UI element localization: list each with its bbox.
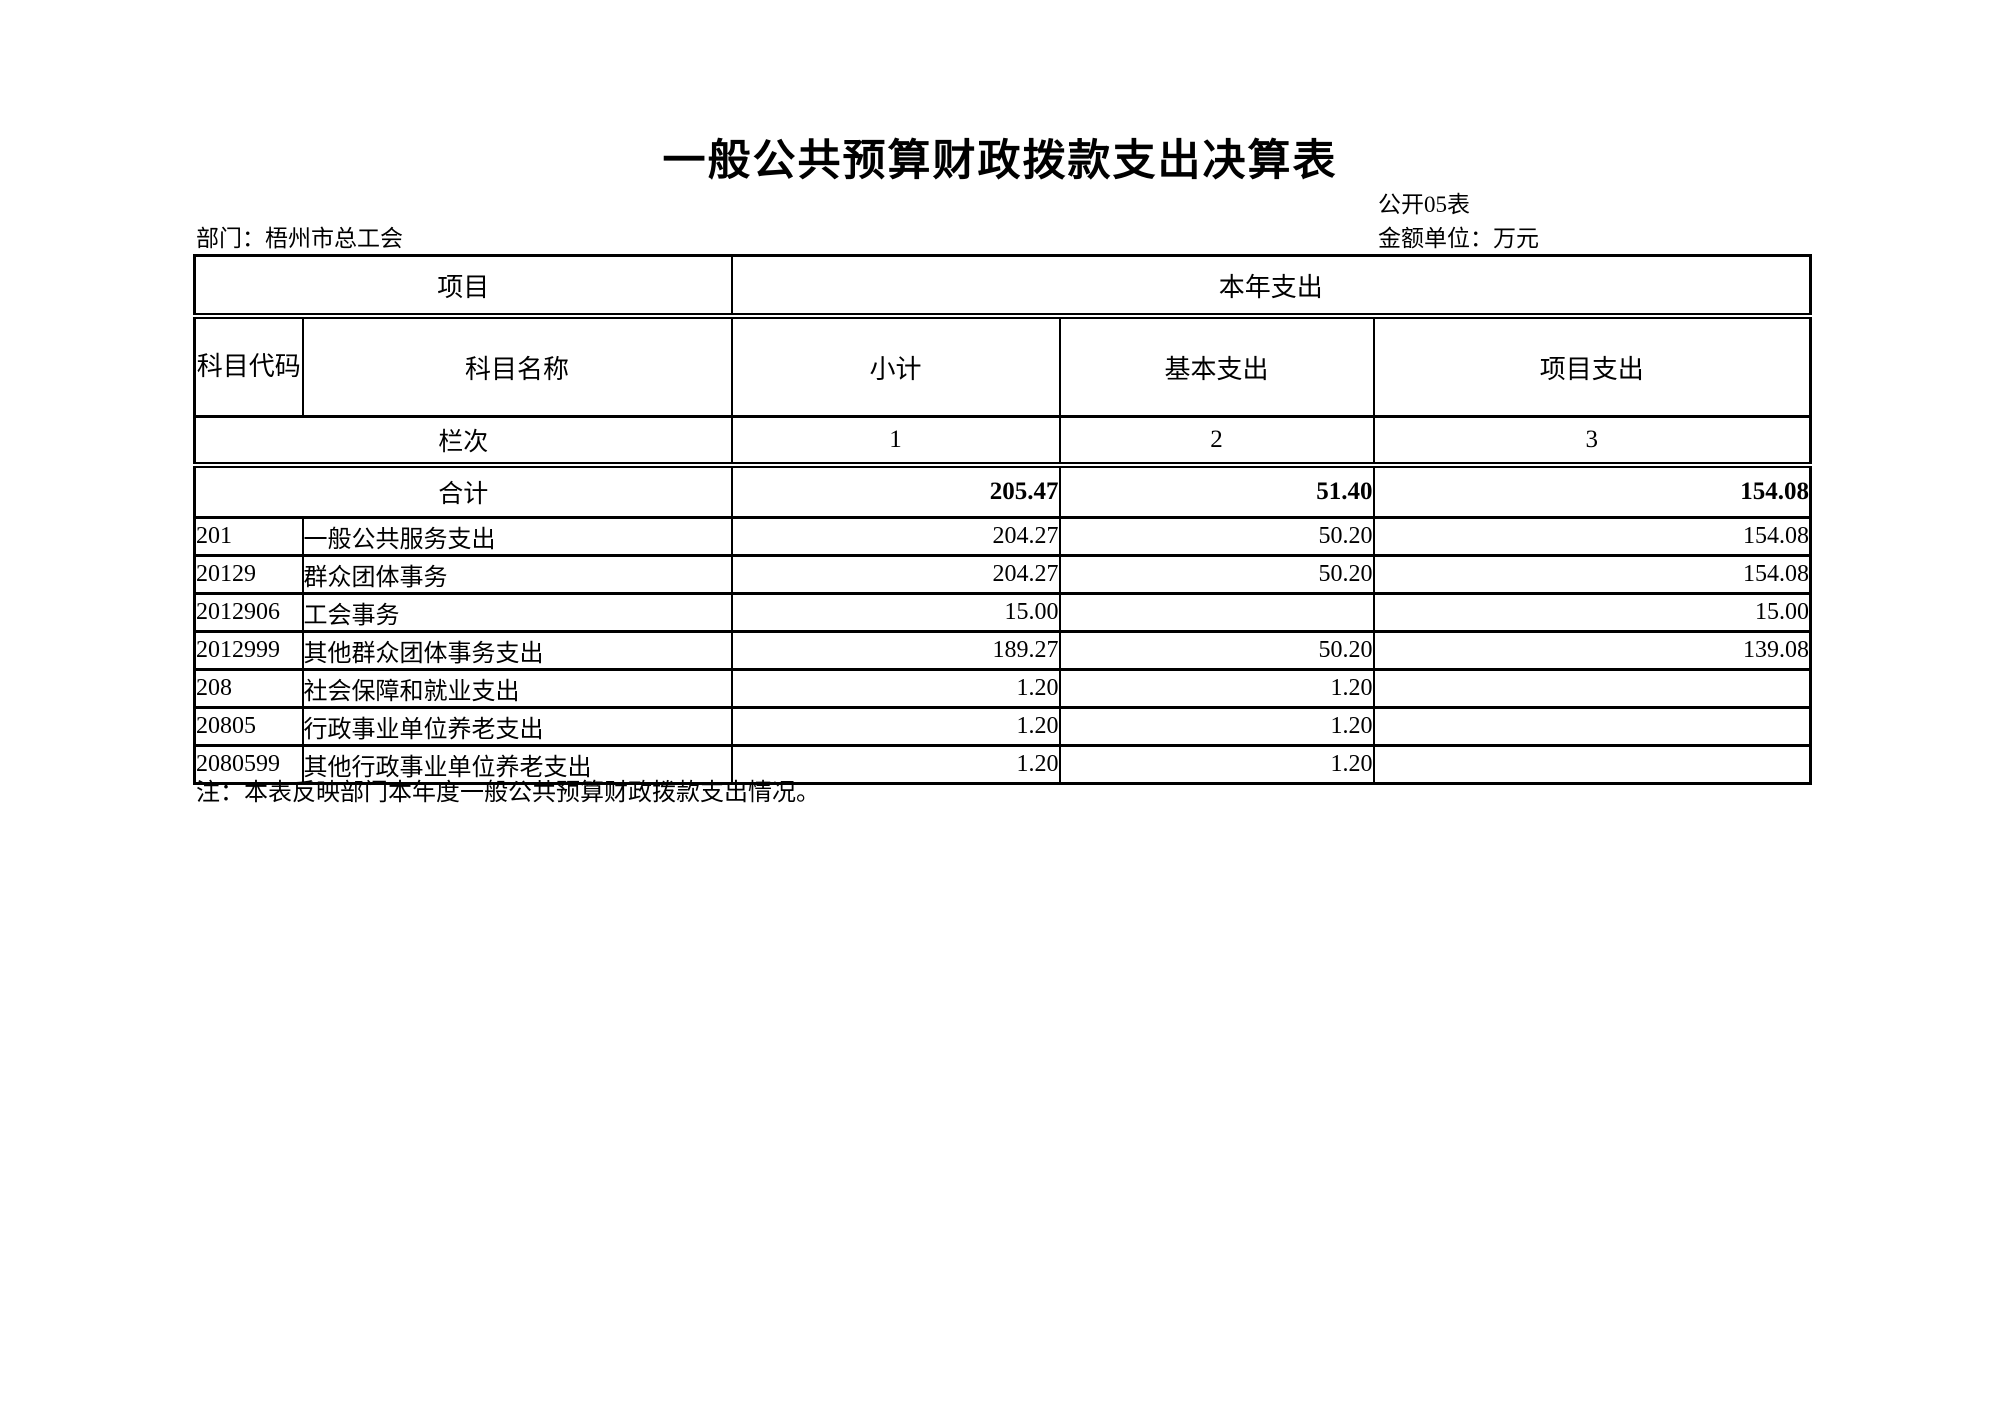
row-code: 2012906 xyxy=(193,592,304,633)
row-name: 其他群众团体事务支出 xyxy=(301,630,733,671)
header-row-columns: 科目代码 科目名称 小计 基本支出 项目支出 xyxy=(193,314,1812,418)
header-column-index-label: 栏次 xyxy=(193,415,733,468)
page-title: 一般公共预算财政拨款支出决算表 xyxy=(662,138,1338,185)
row-subtotal: 204.27 xyxy=(730,554,1061,595)
row-basic: 50.20 xyxy=(1058,630,1375,671)
row-subtotal: 1.20 xyxy=(730,668,1061,709)
row-project: 154.08 xyxy=(1372,516,1812,557)
row-code: 2080599 xyxy=(193,744,304,785)
column-index-3: 3 xyxy=(1372,415,1812,468)
row-name: 一般公共服务支出 xyxy=(301,516,733,557)
total-row: 合计 205.47 51.40 154.08 xyxy=(193,463,1812,519)
table-row: 2012906 工会事务 15.00 15.00 xyxy=(193,592,1812,633)
header-basic-expenditure: 基本支出 xyxy=(1058,314,1375,418)
row-subtotal: 189.27 xyxy=(730,630,1061,671)
row-project: 139.08 xyxy=(1372,630,1812,671)
row-subtotal: 1.20 xyxy=(730,744,1061,785)
header-subject-code: 科目代码 xyxy=(193,314,304,418)
header-project: 项目 xyxy=(193,254,733,319)
row-basic: 50.20 xyxy=(1058,554,1375,595)
row-subtotal: 1.20 xyxy=(730,706,1061,747)
total-project: 154.08 xyxy=(1372,463,1812,519)
unit-label: 金额单位：万元 xyxy=(1378,226,1539,251)
row-project: 154.08 xyxy=(1372,554,1812,595)
column-index-1: 1 xyxy=(730,415,1061,468)
row-name: 其他行政事业单位养老支出 xyxy=(301,744,733,785)
table-code-label: 公开05表 xyxy=(1378,192,1470,217)
table-row: 2012999 其他群众团体事务支出 189.27 50.20 139.08 xyxy=(193,630,1812,671)
row-project xyxy=(1372,744,1812,785)
header-subtotal: 小计 xyxy=(730,314,1061,418)
row-project xyxy=(1372,706,1812,747)
row-code: 20805 xyxy=(193,706,304,747)
note-text: 注：本表反映部门本年度一般公共预算财政拨款支出情况。 xyxy=(196,780,820,806)
row-code: 20129 xyxy=(193,554,304,595)
row-name: 工会事务 xyxy=(301,592,733,633)
table-row: 20129 群众团体事务 204.27 50.20 154.08 xyxy=(193,554,1812,595)
row-code: 201 xyxy=(193,516,304,557)
row-code: 208 xyxy=(193,668,304,709)
row-project xyxy=(1372,668,1812,709)
budget-table: 项目 本年支出 科目代码 科目名称 小计 基本支出 项目支出 栏次 1 2 3 … xyxy=(193,254,1813,785)
row-basic: 1.20 xyxy=(1058,744,1375,785)
row-project: 15.00 xyxy=(1372,592,1812,633)
row-basic: 50.20 xyxy=(1058,516,1375,557)
table-row: 2080599 其他行政事业单位养老支出 1.20 1.20 xyxy=(193,744,1812,785)
header-project-expenditure: 项目支出 xyxy=(1372,314,1812,418)
row-basic: 1.20 xyxy=(1058,706,1375,747)
header-row-group: 项目 本年支出 xyxy=(193,254,1812,319)
total-label: 合计 xyxy=(193,463,733,519)
header-current-year-expenditure: 本年支出 xyxy=(730,254,1812,319)
table-row: 208 社会保障和就业支出 1.20 1.20 xyxy=(193,668,1812,709)
row-basic xyxy=(1058,592,1375,633)
row-name: 社会保障和就业支出 xyxy=(301,668,733,709)
table-row: 201 一般公共服务支出 204.27 50.20 154.08 xyxy=(193,516,1812,557)
column-index-2: 2 xyxy=(1058,415,1375,468)
row-name: 行政事业单位养老支出 xyxy=(301,706,733,747)
header-row-indices: 栏次 1 2 3 xyxy=(193,415,1812,468)
row-code: 2012999 xyxy=(193,630,304,671)
row-basic: 1.20 xyxy=(1058,668,1375,709)
header-subject-name: 科目名称 xyxy=(301,314,733,418)
total-basic: 51.40 xyxy=(1058,463,1375,519)
department-label: 部门：梧州市总工会 xyxy=(196,226,403,251)
row-subtotal: 15.00 xyxy=(730,592,1061,633)
table-row: 20805 行政事业单位养老支出 1.20 1.20 xyxy=(193,706,1812,747)
row-name: 群众团体事务 xyxy=(301,554,733,595)
total-subtotal: 205.47 xyxy=(730,463,1061,519)
row-subtotal: 204.27 xyxy=(730,516,1061,557)
